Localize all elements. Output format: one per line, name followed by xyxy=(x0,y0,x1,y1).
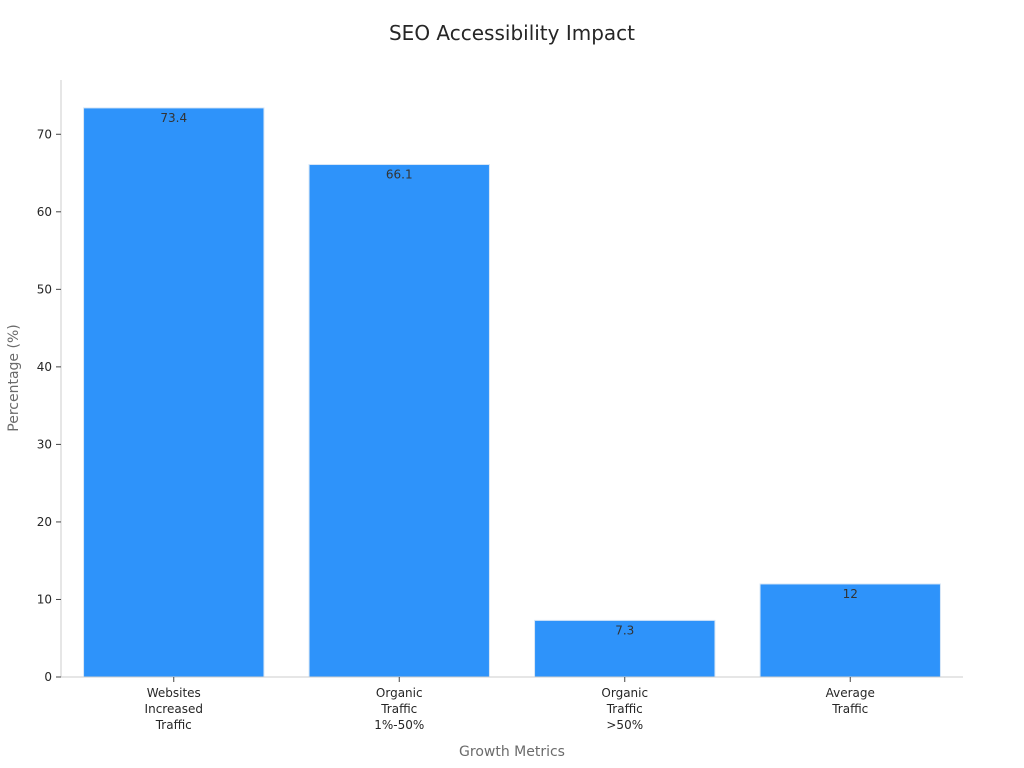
y-tick-label: 30 xyxy=(37,437,52,451)
bar-value-label: 66.1 xyxy=(386,168,413,182)
x-tick-label-line: Organic xyxy=(601,686,648,700)
x-axis-label: Growth Metrics xyxy=(459,744,565,760)
y-axis-label: Percentage (%) xyxy=(6,324,22,431)
x-tick-label-line: Increased xyxy=(145,702,203,716)
chart-title: SEO Accessibility Impact xyxy=(389,21,635,45)
x-tick-label-line: Average xyxy=(826,686,875,700)
bar-value-label: 7.3 xyxy=(615,623,634,637)
x-tick-label-line: Traffic xyxy=(380,702,417,716)
x-tick-label-line: Websites xyxy=(147,686,201,700)
x-tick-label: Average Traffic xyxy=(826,686,875,716)
bars: 73.4 66.1 7.3 12 xyxy=(83,107,941,678)
x-tick-label-line: Traffic xyxy=(831,702,868,716)
x-tick-label: Organic Traffic >50% xyxy=(601,686,648,732)
y-tick-label: 20 xyxy=(37,515,52,529)
x-tick-label-line: Traffic xyxy=(155,718,192,732)
bar xyxy=(83,107,265,678)
x-tick-label-line: Traffic xyxy=(606,702,643,716)
y-tick-label: 0 xyxy=(44,670,52,684)
x-tick-label-line: >50% xyxy=(606,718,643,732)
y-tick-label: 40 xyxy=(37,360,52,374)
y-tick-label: 10 xyxy=(37,592,52,606)
bar-value-label: 73.4 xyxy=(160,111,187,125)
bar xyxy=(534,619,716,678)
y-axis: 0 10 20 30 40 50 60 70 xyxy=(37,80,62,684)
y-tick-label: 50 xyxy=(37,282,52,296)
bar-value-label: 12 xyxy=(843,587,858,601)
bar xyxy=(308,164,490,678)
x-axis: Websites Increased Traffic Organic Traffic 1%… xyxy=(61,676,963,732)
x-tick-label-line: 1%-50% xyxy=(374,718,424,732)
x-tick-label: Websites Increased Traffic xyxy=(145,686,203,732)
x-tick-label-line: Organic xyxy=(376,686,423,700)
x-tick-label: Organic Traffic 1%-50% xyxy=(374,686,424,732)
y-tick-label: 60 xyxy=(37,205,52,219)
y-tick-label: 70 xyxy=(37,127,52,141)
